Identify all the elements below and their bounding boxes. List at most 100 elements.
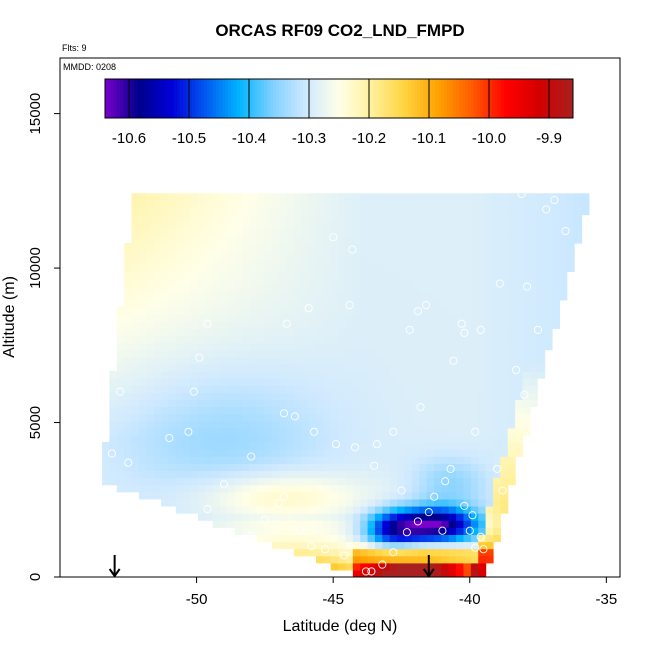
heatmap-cell	[168, 307, 177, 315]
heatmap-cell	[419, 541, 428, 550]
heatmap-cell	[456, 307, 465, 315]
colorbar-segment	[378, 79, 382, 118]
heatmap-cell	[441, 498, 450, 507]
heatmap-cell	[374, 520, 383, 528]
colorbar-segment	[543, 79, 547, 118]
colorbar-segment	[237, 79, 241, 118]
heatmap-cell	[242, 335, 251, 344]
heatmap-cell	[338, 285, 347, 294]
heatmap-cell	[271, 484, 280, 493]
heatmap-cell	[138, 434, 147, 443]
heatmap-cell	[500, 214, 509, 223]
heatmap-cell	[212, 335, 221, 344]
heatmap-cell	[161, 335, 170, 344]
heatmap-cell	[279, 442, 288, 450]
heatmap-cell	[507, 271, 516, 280]
heatmap-cell	[197, 399, 206, 408]
heatmap-cell	[146, 470, 155, 479]
heatmap-cell	[242, 235, 251, 244]
sample-marker	[350, 443, 360, 452]
heatmap-cell	[256, 356, 265, 365]
heatmap-cell	[205, 228, 214, 237]
heatmap-cell	[382, 342, 391, 351]
heatmap-cell	[330, 328, 339, 337]
heatmap-cell	[227, 292, 236, 301]
sample-marker	[165, 433, 174, 443]
heatmap-cell	[389, 285, 398, 294]
heatmap-cell	[485, 456, 494, 464]
heatmap-cell	[485, 271, 494, 280]
sample-marker	[405, 325, 414, 334]
heatmap-cell	[234, 221, 243, 230]
heatmap-cell	[426, 520, 435, 528]
heatmap-cell	[478, 200, 487, 209]
colorbar-segment	[252, 79, 256, 118]
heatmap-cell	[529, 243, 538, 251]
heatmap-cell	[448, 548, 457, 557]
heatmap-cell	[293, 314, 302, 322]
colorbar-segment	[174, 79, 178, 118]
heatmap-cell	[411, 477, 420, 486]
heatmap-cell	[441, 200, 450, 209]
heatmap-cell	[574, 193, 583, 202]
heatmap-cell	[161, 193, 170, 202]
heatmap-cell	[286, 434, 295, 443]
heatmap-cell	[389, 442, 398, 450]
heatmap-cell	[190, 335, 199, 344]
colorbar-tick-label: -10.1	[412, 130, 446, 147]
heatmap-cell	[153, 363, 162, 372]
heatmap-cell	[161, 484, 170, 493]
heatmap-cell	[338, 420, 347, 429]
heatmap-cell	[397, 527, 406, 535]
heatmap-cell	[286, 271, 295, 280]
heatmap-cell	[175, 442, 184, 450]
heatmap-cell	[352, 292, 361, 301]
heatmap-cell	[131, 427, 140, 436]
heatmap-cell	[500, 399, 509, 408]
heatmap-cell	[183, 200, 192, 209]
heatmap-cell	[183, 250, 192, 258]
heatmap-cell	[175, 392, 184, 400]
heatmap-cell	[367, 491, 376, 500]
heatmap-cell	[485, 228, 494, 237]
heatmap-cell	[492, 385, 501, 393]
heatmap-cell	[205, 356, 214, 365]
heatmap-cell	[360, 456, 369, 464]
heatmap-cell	[515, 207, 524, 216]
heatmap-cell	[323, 534, 332, 543]
heatmap-cell	[138, 285, 147, 294]
heatmap-cell	[352, 406, 361, 415]
heatmap-cell	[522, 235, 531, 244]
heatmap-cell	[433, 356, 442, 365]
heatmap-cell	[249, 335, 258, 344]
heatmap-cell	[308, 235, 317, 244]
heatmap-cell	[279, 378, 288, 386]
heatmap-cell	[367, 427, 376, 436]
heatmap-cell	[146, 271, 155, 280]
heatmap-cell	[507, 314, 516, 322]
heatmap-cell	[441, 207, 450, 216]
heatmap-cell	[411, 420, 420, 429]
heatmap-cell	[551, 264, 560, 273]
heatmap-cell	[323, 235, 332, 244]
heatmap-cell	[374, 356, 383, 365]
heatmap-cell	[478, 569, 487, 577]
heatmap-cell	[419, 498, 428, 507]
heatmap-cell	[382, 434, 391, 443]
heatmap-cell	[293, 463, 302, 472]
heatmap-cell	[168, 427, 177, 436]
heatmap-cell	[478, 534, 487, 543]
heatmap-cell	[205, 491, 214, 500]
heatmap-cell	[492, 200, 501, 209]
heatmap-cell	[249, 200, 258, 209]
heatmap-cell	[197, 413, 206, 422]
heatmap-cell	[374, 498, 383, 507]
heatmap-cell	[426, 463, 435, 472]
sample-marker	[361, 567, 371, 576]
heatmap-cell	[183, 370, 192, 379]
heatmap-cell	[397, 200, 406, 209]
heatmap-cell	[345, 278, 354, 287]
heatmap-cell	[382, 427, 391, 436]
heatmap-cell	[367, 477, 376, 486]
heatmap-cell	[256, 498, 265, 507]
